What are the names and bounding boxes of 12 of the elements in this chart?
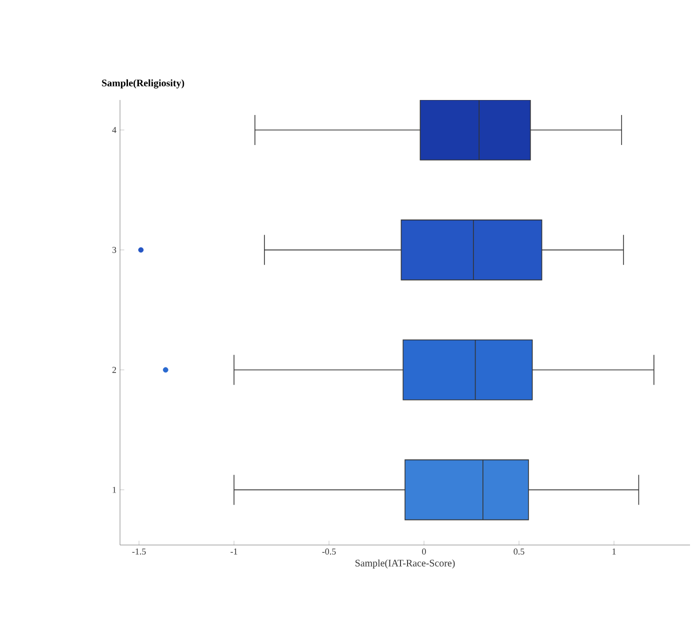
x-tick-label: -1.5: [132, 548, 146, 555]
y-tick-label: 2: [112, 366, 116, 373]
x-tick-label: 0: [422, 548, 426, 555]
x-tick-label: 1: [612, 548, 616, 554]
y-tick-label: 4: [112, 127, 116, 133]
y-tick-label: 1: [112, 486, 116, 493]
y-tick-label: 3: [112, 246, 116, 253]
x-tick-label: -1: [230, 548, 238, 554]
x-tick-label: -0.5: [322, 548, 336, 555]
x-tick-label: 0.5: [514, 548, 524, 555]
y-axis-title: Sample(Religiosity): [102, 79, 184, 88]
x-axis-title: Sample(IAT-Race-Score): [356, 559, 455, 568]
